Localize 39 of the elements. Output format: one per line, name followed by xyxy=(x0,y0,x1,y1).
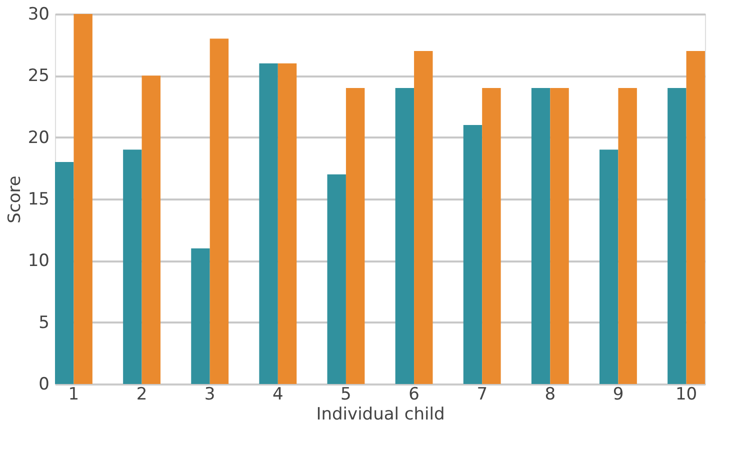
bar xyxy=(278,63,297,384)
bar xyxy=(668,88,686,384)
bar xyxy=(686,51,705,384)
bar xyxy=(482,88,501,384)
x-tick-label: 10 xyxy=(675,384,698,404)
bar xyxy=(327,174,346,384)
x-tick-label: 7 xyxy=(476,384,488,404)
bar xyxy=(531,88,550,384)
y-tick-label: 10 xyxy=(28,251,50,272)
bar xyxy=(142,76,160,384)
bar xyxy=(550,88,569,384)
x-axis-title: Individual child xyxy=(316,404,445,424)
x-tick-label: 1 xyxy=(68,384,80,404)
bar xyxy=(414,51,433,384)
x-tick-label: 2 xyxy=(136,384,148,404)
bar xyxy=(463,125,482,384)
y-tick-label: 30 xyxy=(28,4,50,24)
bar xyxy=(55,162,74,384)
x-tick-label: 6 xyxy=(408,384,420,404)
y-tick-label: 0 xyxy=(38,374,50,394)
bar xyxy=(395,88,414,384)
y-axis-title: Score xyxy=(4,176,25,224)
bar xyxy=(618,88,637,384)
x-tick-label: 3 xyxy=(204,384,216,404)
bar xyxy=(74,14,92,384)
x-tick-label: 8 xyxy=(544,384,556,404)
x-tick-label: 4 xyxy=(272,384,284,404)
y-tick-label: 15 xyxy=(28,190,50,210)
bar xyxy=(346,88,365,384)
bar xyxy=(210,38,229,384)
y-tick-label: 25 xyxy=(28,66,50,86)
bar xyxy=(600,150,618,384)
bar xyxy=(123,150,142,384)
y-tick-label: 20 xyxy=(28,128,50,148)
y-tick-label: 5 xyxy=(38,312,50,333)
x-tick-label: 9 xyxy=(612,384,624,404)
bar xyxy=(191,248,210,384)
bar xyxy=(259,63,278,384)
x-tick-label: 5 xyxy=(340,384,352,404)
